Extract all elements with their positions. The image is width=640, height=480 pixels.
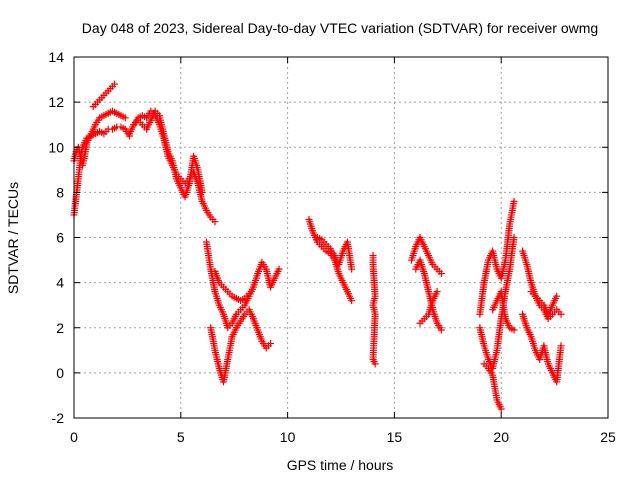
x-tick-label: 5 xyxy=(177,429,185,445)
series-track2 xyxy=(70,107,129,169)
series-track20 xyxy=(519,310,565,386)
data-point xyxy=(557,342,565,350)
series-track19 xyxy=(519,247,565,323)
y-tick-label: 6 xyxy=(56,230,64,246)
x-tick-label: 10 xyxy=(280,429,296,445)
data-point xyxy=(275,265,283,273)
data-point xyxy=(211,218,219,226)
series-track21 xyxy=(527,288,561,318)
data-point xyxy=(348,297,356,305)
data-point xyxy=(510,326,518,334)
series-track17 xyxy=(480,360,505,413)
series-track15 xyxy=(476,197,518,318)
y-tick-label: -2 xyxy=(52,410,65,426)
series-track14 xyxy=(416,288,441,327)
x-tick-label: 0 xyxy=(70,429,78,445)
y-tick-label: 2 xyxy=(56,320,64,336)
data-point xyxy=(557,310,565,318)
data-point xyxy=(348,265,356,273)
series-track8 xyxy=(211,267,253,305)
series-track18 xyxy=(489,288,518,334)
data-point xyxy=(437,326,445,334)
series-track10 xyxy=(314,234,356,273)
data-point xyxy=(371,360,379,368)
series-track5 xyxy=(130,107,206,201)
chart-title: Day 048 of 2023, Sidereal Day-to-day VTE… xyxy=(82,20,598,36)
data-point xyxy=(267,340,275,348)
series-track7 xyxy=(207,306,275,386)
data-point xyxy=(437,270,445,278)
y-tick-label: 12 xyxy=(48,94,64,110)
y-tick-label: 14 xyxy=(48,49,64,65)
series-track12 xyxy=(407,234,445,278)
y-tick-label: 4 xyxy=(56,275,64,291)
x-tick-label: 15 xyxy=(387,429,403,445)
data-point xyxy=(510,234,518,241)
series-track1 xyxy=(70,123,134,219)
series-track11 xyxy=(369,252,379,368)
y-tick-label: 10 xyxy=(48,139,64,155)
data-marks xyxy=(70,80,565,413)
y-axis-label: SDTVAR / TECUs xyxy=(5,182,21,294)
x-tick-label: 25 xyxy=(600,429,616,445)
series-track13 xyxy=(412,256,445,334)
data-point xyxy=(245,290,253,298)
data-point xyxy=(497,405,505,413)
series-track6 xyxy=(202,238,283,332)
data-point xyxy=(553,292,561,300)
data-point xyxy=(198,188,206,196)
y-tick-label: 0 xyxy=(56,365,64,381)
data-point xyxy=(121,114,129,122)
y-tick-label: 8 xyxy=(56,184,64,200)
data-point xyxy=(433,288,441,296)
x-axis-label: GPS time / hours xyxy=(287,457,394,473)
axis-ticks: 0 5 10 15 20 25 -2 0 2 4 6 8 10 12 14 xyxy=(48,49,616,445)
data-point xyxy=(111,80,119,88)
data-point xyxy=(510,197,518,205)
series-track3 xyxy=(89,80,119,111)
x-tick-label: 20 xyxy=(493,429,509,445)
